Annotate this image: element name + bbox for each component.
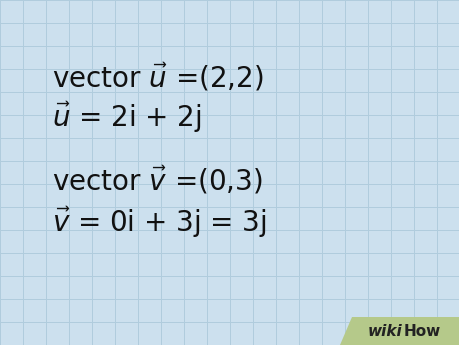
- Text: wiki: wiki: [367, 324, 402, 338]
- Text: vector $\vec{v}$ =(0,3): vector $\vec{v}$ =(0,3): [52, 164, 262, 196]
- Text: vector $\vec{u}$ =(2,2): vector $\vec{u}$ =(2,2): [52, 61, 263, 93]
- Text: $\vec{v}$ = 0i + 3j = 3j: $\vec{v}$ = 0i + 3j = 3j: [52, 205, 266, 239]
- Polygon shape: [339, 317, 459, 345]
- Text: How: How: [403, 324, 440, 338]
- Text: $\vec{u}$ = 2i + 2j: $\vec{u}$ = 2i + 2j: [52, 99, 201, 135]
